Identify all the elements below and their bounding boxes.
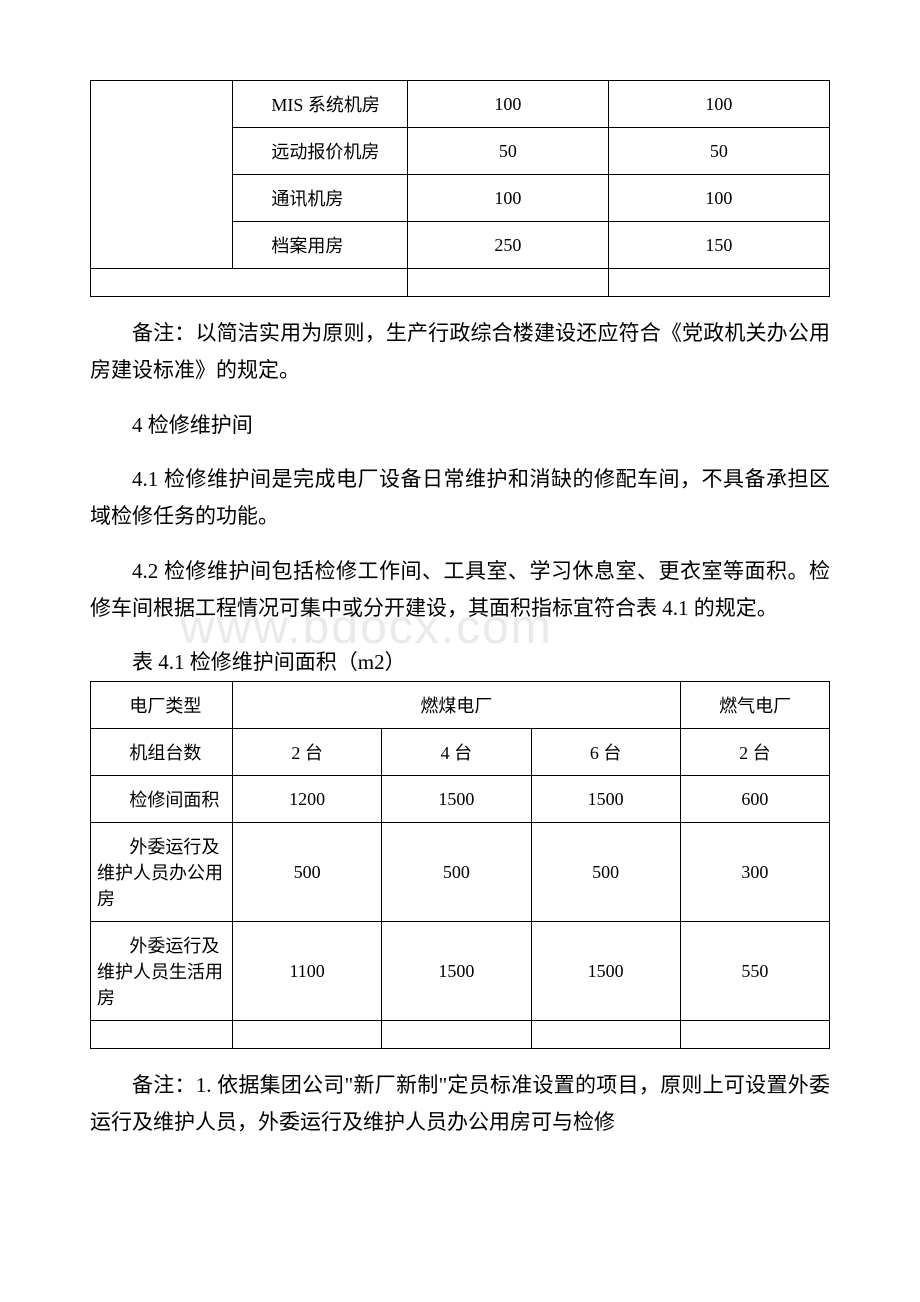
table-row: 外委运行及维护人员生活用房 1100 1500 1500 550 [91,922,830,1021]
cell-empty [91,269,408,297]
cell-value: 100 [608,175,829,222]
cell-value: 1500 [531,776,680,823]
cell-value: 50 [408,128,609,175]
cell-empty [233,1021,382,1049]
cell-value: 2 台 [680,729,829,776]
cell-value: 50 [608,128,829,175]
cell-empty [680,1021,829,1049]
cell-label: 机组台数 [91,729,233,776]
cell-value: 1500 [531,922,680,1021]
table-row: 机组台数 2 台 4 台 6 台 2 台 [91,729,830,776]
table-row-header: 电厂类型 燃煤电厂 燃气电厂 [91,682,830,729]
section-heading-4: 4 检修维护间 [90,407,830,444]
cell-value: 1100 [233,922,382,1021]
cell-empty [608,269,829,297]
cell-group-empty [91,81,233,269]
cell-value: 4 台 [382,729,531,776]
cell-value: 500 [531,823,680,922]
cell-value: 500 [233,823,382,922]
table-row: 外委运行及维护人员办公用房 500 500 500 300 [91,823,830,922]
paragraph-4-2: 4.2 检修维护间包括检修工作间、工具室、学习休息室、更衣室等面积。检修车间根据… [90,553,830,627]
cell-header-type: 电厂类型 [91,682,233,729]
cell-value: 6 台 [531,729,680,776]
cell-header-coal: 燃煤电厂 [233,682,681,729]
cell-value: 500 [382,823,531,922]
cell-room-name: 档案用房 [233,222,408,269]
cell-value: 100 [408,175,609,222]
cell-label: 外委运行及维护人员办公用房 [91,823,233,922]
cell-label: 检修间面积 [91,776,233,823]
cell-room-name: 通讯机房 [233,175,408,222]
cell-empty [382,1021,531,1049]
cell-value: 1200 [233,776,382,823]
table-row: 检修间面积 1200 1500 1500 600 [91,776,830,823]
cell-value: 550 [680,922,829,1021]
cell-value: 100 [408,81,609,128]
cell-value: 1500 [382,776,531,823]
table-maintenance-area: 电厂类型 燃煤电厂 燃气电厂 机组台数 2 台 4 台 6 台 2 台 检修间面… [90,681,830,1049]
cell-value: 300 [680,823,829,922]
cell-header-gas: 燃气电厂 [680,682,829,729]
cell-value: 600 [680,776,829,823]
cell-empty [531,1021,680,1049]
cell-value: 100 [608,81,829,128]
cell-empty [91,1021,233,1049]
cell-value: 2 台 [233,729,382,776]
table-row: MIS 系统机房 100 100 [91,81,830,128]
table-row-empty [91,1021,830,1049]
cell-room-name: MIS 系统机房 [233,81,408,128]
table-row-empty [91,269,830,297]
table-production-rooms: MIS 系统机房 100 100 远动报价机房 50 50 通讯机房 100 1… [90,80,830,297]
paragraph-4-1: 4.1 检修维护间是完成电厂设备日常维护和消缺的修配车间，不具备承担区域检修任务… [90,461,830,535]
paragraph-note-2: 备注：1. 依据集团公司"新厂新制"定员标准设置的项目，原则上可设置外委运行及维… [90,1067,830,1141]
paragraph-note-1: 备注：以简洁实用为原则，生产行政综合楼建设还应符合《党政机关办公用房建设标准》的… [90,315,830,389]
cell-value: 150 [608,222,829,269]
cell-value: 1500 [382,922,531,1021]
cell-value: 250 [408,222,609,269]
cell-empty [408,269,609,297]
table-caption-4-1: 表 4.1 检修维护间面积（m2） [90,644,830,681]
cell-room-name: 远动报价机房 [233,128,408,175]
cell-label: 外委运行及维护人员生活用房 [91,922,233,1021]
